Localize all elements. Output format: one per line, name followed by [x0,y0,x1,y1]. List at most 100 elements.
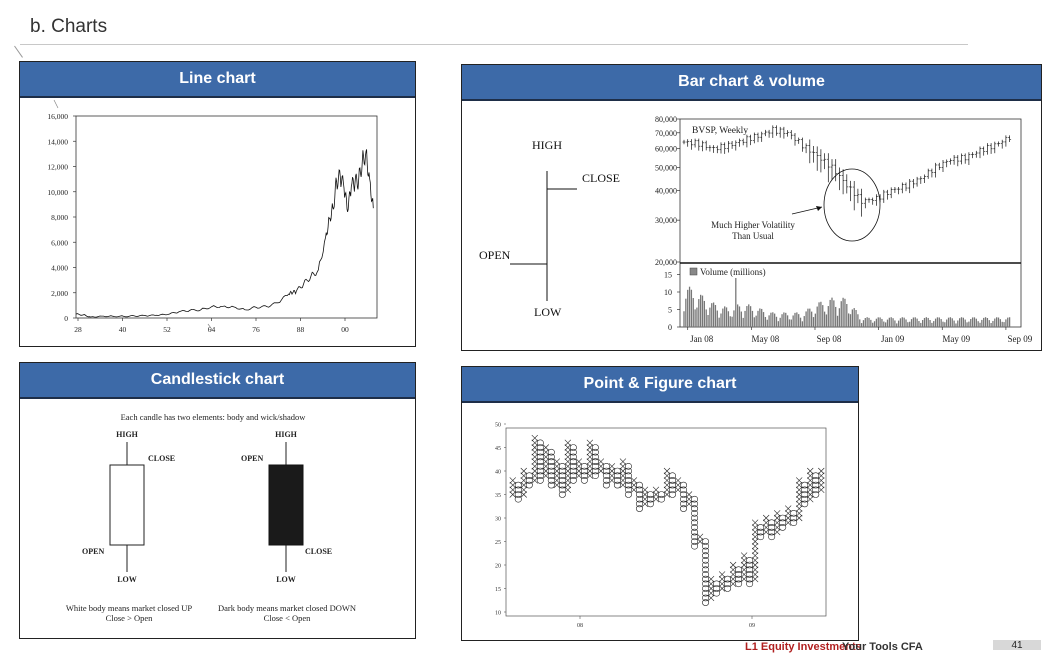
annotation-line2: Than Usual [732,231,774,241]
pnf-x-box [818,477,825,484]
pnf-x-box [795,477,803,484]
white-caption-2: Close > Open [106,613,154,623]
pnf-x-box [751,552,759,559]
pnf-x-box [663,472,671,479]
pnf-header: Point & Figure chart [462,367,858,403]
pnf-o-box [746,580,754,588]
pnf-o-box [691,538,699,545]
pnf-o-box [702,599,710,606]
pnf-o-box [580,477,588,484]
volume-tick-label: 15 [664,271,672,280]
pnf-o-box [591,453,599,461]
pnf-x-box [531,444,539,451]
annotation-line1: Much Higher Volatility [711,220,795,230]
bar-chart: HIGH CLOSE OPEN LOW 80,000 70,000 60,000 50,000… [479,115,1033,344]
pnf-x-box [773,528,781,536]
pnf-o-box [558,491,566,498]
candle-caption-top: Each candle has two elements: body and w… [121,412,307,422]
pnf-x-box [520,491,527,498]
pnf-x-box [586,453,594,461]
pnf-o-box [624,491,632,498]
pnf-chart: 10 15 20 25 30 35 40 45 50 08 09 [495,423,827,629]
y-tick-label: 12,000 [47,163,68,172]
page-title: b. Charts [30,16,108,37]
y-tick-label: 0 [64,314,68,323]
white-close-label: CLOSE [148,454,175,463]
pnf-o-box [624,486,632,494]
pnf-o-box [702,571,710,578]
pnf-x-box [773,514,781,522]
price-tick-label: 20,000 [655,258,677,267]
y-tick-label: 4,000 [51,264,68,273]
y-tick-label: 10 [495,611,501,617]
volume-legend: Volume (millions) [700,267,766,277]
line-chart-header: Line chart [20,62,415,98]
pnf-x-box [509,486,516,494]
pnf-o-box [724,580,732,588]
pnf-o-box [536,472,544,479]
pnf-o-box [558,472,566,479]
pnf-o-box [569,472,577,479]
pnf-x-box [553,467,561,475]
pnf-x-box [807,491,814,498]
pnf-o-box [514,491,522,498]
pnf-o-box [702,585,710,592]
y-tick-label: 40 [495,470,501,476]
volume-legend-swatch [689,267,698,276]
pnf-o-box [746,571,754,578]
pnf-o-box [624,477,632,484]
pnf-o-box [569,462,577,470]
pnf-o-box [691,519,699,526]
pnf-frame [505,427,827,617]
pnf-o-box [646,495,654,503]
axis-pointer [207,323,214,332]
pnf-o-box [536,444,544,451]
pnf-o-box [547,448,555,456]
pnf-x-box [564,439,572,447]
pnf-x-box [740,575,748,583]
pnf-x-box [773,524,781,531]
pnf-x-box [564,458,572,465]
pnf-x-box [696,538,704,545]
dark-candle-body [268,464,304,546]
pnf-x-box [762,524,770,531]
pnf-o-box [746,557,754,564]
pnf-x-box [619,467,627,475]
volume-tick-label: 10 [664,288,672,297]
pnf-x-box [751,566,759,573]
pnf-o-box [558,467,566,475]
pnf-o-box [514,481,522,489]
pnf-x-box [586,439,594,447]
pnf-x-box [674,481,682,489]
pnf-x-box [619,472,627,479]
pnf-x-box [630,477,638,484]
y-tick-label: 45 [495,446,501,452]
pnf-o-box [735,566,743,573]
pnf-o-box [801,500,809,508]
pnf-o-box [691,500,699,508]
pnf-x-box [586,458,594,465]
x-tick-label: Sep 08 [817,334,842,344]
pnf-x-box [784,505,792,512]
pnf-panel: Point & Figure chart 10 15 20 25 30 35 40 45 50 0… [461,366,859,641]
pnf-o-box [801,486,809,494]
pnf-o-box [624,462,632,470]
pnf-o-box [702,538,710,545]
pnf-x-box [773,519,781,526]
pnf-x-box [807,495,814,503]
pnf-o-box [702,575,710,583]
pnf-o-box [602,462,610,470]
pnf-x-box [818,472,825,479]
pnf-x-box [718,585,726,592]
bar-chart-panel: Bar chart & volume HIGH CLOSE OPEN LOW 80,00… [461,64,1042,351]
pnf-x-box [520,477,527,484]
pnf-o-box [669,472,677,479]
pnf-x-box [729,561,737,569]
y-tick-label: 35 [495,493,501,499]
pnf-o-box [514,486,522,494]
pnf-x-box [542,463,550,470]
pnf-x-box [520,467,527,475]
pnf-x-box [564,448,572,456]
dark-open-label: OPEN [241,454,263,463]
pnf-x-box [575,472,583,479]
